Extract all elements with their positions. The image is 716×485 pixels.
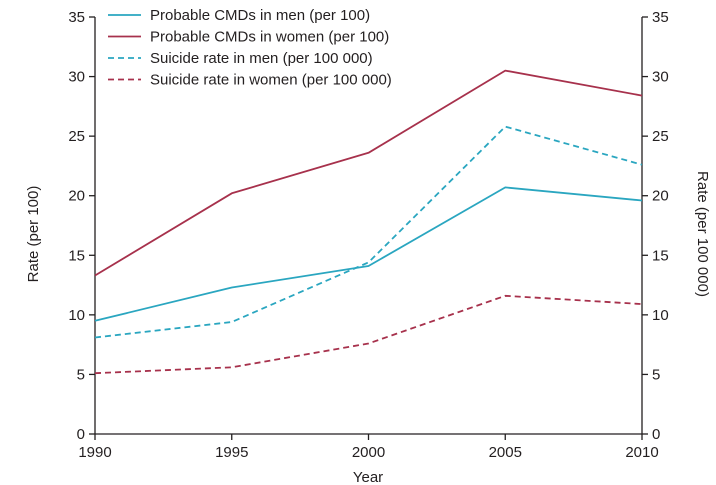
y-tick-label-left: 30 (68, 69, 85, 86)
y-tick-label-left: 15 (68, 247, 85, 264)
y-tick-label-left: 0 (77, 426, 85, 443)
y-tick-label-right: 25 (652, 128, 669, 145)
y-tick-label-left: 10 (68, 307, 85, 324)
series-line-3 (94, 125, 643, 339)
legend-label-2: Probable CMDs in women (per 100) (150, 29, 389, 46)
y-tick-label-left: 35 (68, 9, 85, 26)
y-axis-title-left: Rate (per 100) (25, 186, 42, 283)
y-tick-label-right: 35 (652, 9, 669, 26)
y-tick-label-left: 20 (68, 188, 85, 205)
legend-label-1: Probable CMDs in men (per 100) (150, 7, 370, 24)
x-tick-label: 1995 (215, 444, 248, 461)
series-line-1 (94, 186, 643, 322)
x-axis-title: Year (353, 469, 383, 485)
y-tick-label-right: 10 (652, 307, 669, 324)
legend: Probable CMDs in men (per 100) Probable C… (108, 7, 392, 89)
y-axis-title-right: Rate (per 100 000) (694, 171, 711, 297)
legend-label-4: Suicide rate in women (per 100 000) (150, 72, 392, 89)
y-tick-label-right: 15 (652, 247, 669, 264)
x-tick-label: 2000 (352, 444, 385, 461)
y-tick-label-right: 20 (652, 188, 669, 205)
y-tick-label-right: 0 (652, 426, 660, 443)
y-tick-label-left: 25 (68, 128, 85, 145)
x-tick-label: 2010 (625, 444, 658, 461)
series-line-2 (94, 69, 643, 277)
y-tick-label-right: 30 (652, 69, 669, 86)
legend-label-3: Suicide rate in men (per 100 000) (150, 50, 373, 67)
x-tick-label: 1990 (78, 444, 111, 461)
series-layer (94, 69, 643, 375)
x-tick-label: 2005 (489, 444, 522, 461)
y-tick-label-right: 5 (652, 366, 660, 383)
series-line-4 (94, 294, 643, 375)
axes: 0 0 5 5 10 10 15 15 20 20 25 25 30 30 35 35 1990 1995 2000… (68, 9, 668, 461)
y-tick-label-left: 5 (77, 366, 85, 383)
